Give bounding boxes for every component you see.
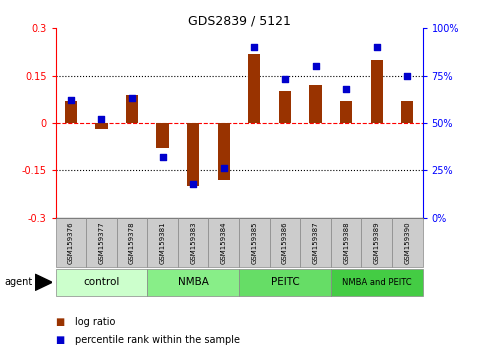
Text: GSM159383: GSM159383 <box>190 222 196 264</box>
Text: GDS2839 / 5121: GDS2839 / 5121 <box>188 14 290 27</box>
Bar <box>340 101 352 123</box>
Point <box>342 86 350 92</box>
Bar <box>147 218 178 267</box>
Text: control: control <box>83 277 120 287</box>
Polygon shape <box>35 274 52 290</box>
Point <box>373 45 381 50</box>
Bar <box>310 85 322 123</box>
Text: agent: agent <box>5 277 33 287</box>
Text: GSM159387: GSM159387 <box>313 222 319 264</box>
Bar <box>270 218 300 267</box>
Bar <box>156 123 169 148</box>
Text: PEITC: PEITC <box>270 277 299 287</box>
Point <box>281 76 289 82</box>
Bar <box>331 218 361 267</box>
Text: ■: ■ <box>56 335 65 345</box>
Text: GSM159376: GSM159376 <box>68 222 74 264</box>
Point <box>159 154 167 160</box>
Point <box>67 97 75 103</box>
Point <box>98 116 105 122</box>
Bar <box>65 101 77 123</box>
Text: GSM159386: GSM159386 <box>282 222 288 264</box>
Bar <box>331 269 423 296</box>
Bar <box>239 218 270 267</box>
Bar <box>187 123 199 186</box>
Bar <box>218 123 230 180</box>
Bar <box>361 218 392 267</box>
Bar <box>401 101 413 123</box>
Text: GSM159385: GSM159385 <box>251 222 257 264</box>
Text: ■: ■ <box>56 317 65 327</box>
Bar <box>147 269 239 296</box>
Bar <box>117 218 147 267</box>
Bar <box>239 269 331 296</box>
Text: GSM159390: GSM159390 <box>404 222 411 264</box>
Bar <box>86 218 117 267</box>
Bar <box>56 218 86 267</box>
Bar <box>300 218 331 267</box>
Bar <box>370 60 383 123</box>
Text: NMBA: NMBA <box>178 277 209 287</box>
Bar <box>279 91 291 123</box>
Text: GSM159378: GSM159378 <box>129 222 135 264</box>
Point <box>403 73 411 79</box>
Bar <box>248 53 260 123</box>
Point <box>189 181 197 187</box>
Text: GSM159388: GSM159388 <box>343 222 349 264</box>
Point <box>128 96 136 101</box>
Bar <box>95 123 108 129</box>
Bar <box>126 95 138 123</box>
Text: NMBA and PEITC: NMBA and PEITC <box>342 278 412 287</box>
Text: percentile rank within the sample: percentile rank within the sample <box>75 335 240 345</box>
Text: GSM159381: GSM159381 <box>159 222 166 264</box>
Point <box>312 63 319 69</box>
Text: GSM159389: GSM159389 <box>374 222 380 264</box>
Text: log ratio: log ratio <box>75 317 115 327</box>
Text: GSM159384: GSM159384 <box>221 222 227 264</box>
Bar <box>178 218 209 267</box>
Bar <box>392 218 423 267</box>
Text: GSM159377: GSM159377 <box>99 222 104 264</box>
Bar <box>209 218 239 267</box>
Bar <box>56 269 147 296</box>
Point <box>220 166 227 171</box>
Point <box>251 45 258 50</box>
